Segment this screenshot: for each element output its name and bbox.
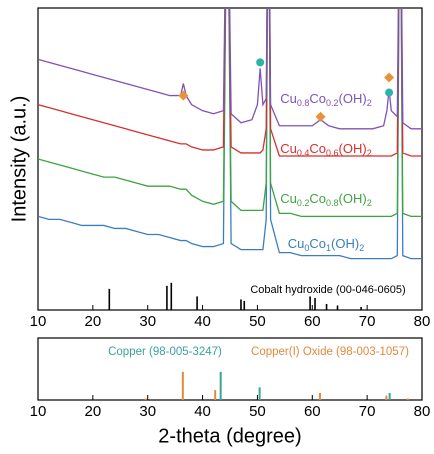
x-tick-label: 70 <box>359 403 376 420</box>
x-tick-label: 60 <box>304 313 321 330</box>
marker <box>315 111 326 122</box>
x-tick-label: 40 <box>194 313 211 330</box>
x-tick-label: 80 <box>414 313 431 330</box>
x-tick-label: 30 <box>139 403 156 420</box>
line-trace <box>38 8 422 157</box>
x-tick-label: 10 <box>30 313 47 330</box>
line-trace <box>38 8 422 130</box>
reference-label: Cobalt hydroxide (00-046-0605) <box>250 284 405 296</box>
marker <box>178 90 189 101</box>
marker <box>256 58 265 67</box>
plot-area <box>38 8 422 260</box>
x-tick-label: 70 <box>359 313 376 330</box>
x-tick-label: 50 <box>249 403 266 420</box>
legend-label: Copper(I) Oxide (98-003-1057) <box>251 346 409 358</box>
series-label: Cu0Co1(OH)2 <box>288 236 364 253</box>
series-label: Cu0.8Co0.2(OH)2 <box>280 91 371 108</box>
x-tick-label: 50 <box>249 313 266 330</box>
marker <box>385 88 394 97</box>
series-label: Cu0.4Co0.6(OH)2 <box>280 141 371 158</box>
x-tick-label: 30 <box>139 313 156 330</box>
x-axis-label: 2-theta (degree) <box>158 425 301 447</box>
legend-label: Copper (98-005-3247) <box>108 346 222 358</box>
line-trace <box>38 8 422 218</box>
x-tick-label: 80 <box>414 403 431 420</box>
series-label: Cu0.2Co0.8(OH)2 <box>280 191 371 208</box>
marker <box>384 72 395 83</box>
x-tick-label: 40 <box>194 403 211 420</box>
x-tick-label: 10 <box>30 403 47 420</box>
x-tick-label: 60 <box>304 403 321 420</box>
bottom-frame <box>37 337 423 401</box>
x-tick-label: 20 <box>85 313 102 330</box>
x-tick-label: 20 <box>85 403 102 420</box>
y-axis-label: Intensity (a.u.) <box>8 96 30 223</box>
line-trace <box>38 8 422 260</box>
